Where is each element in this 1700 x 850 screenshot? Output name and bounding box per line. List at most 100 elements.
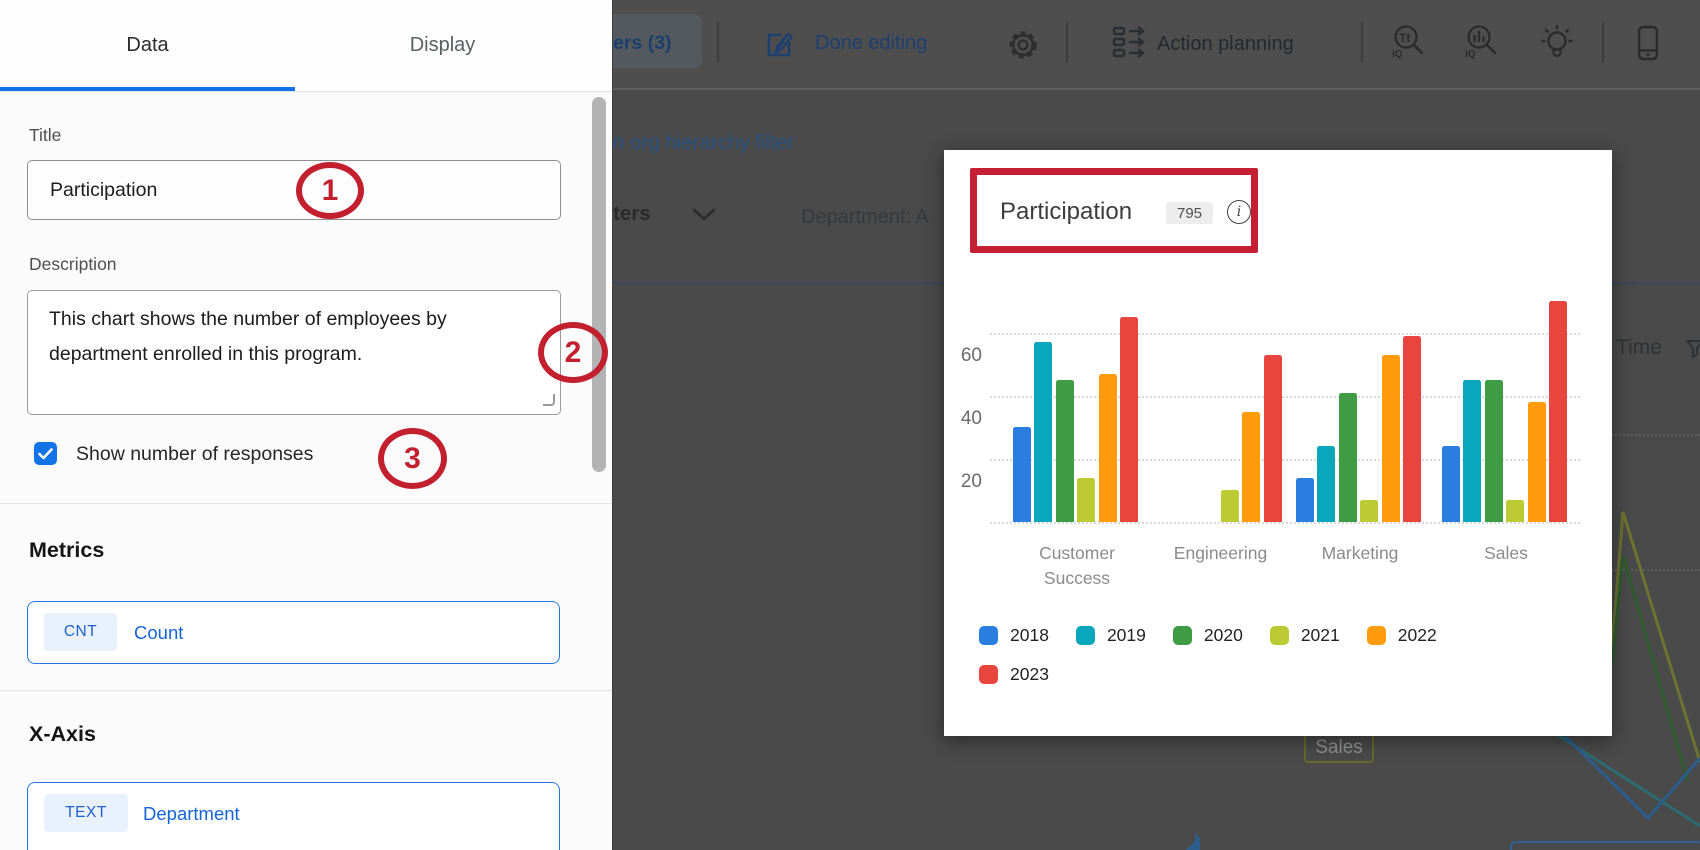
legend-item-2018[interactable]: 2018 (979, 624, 1049, 646)
svg-text:Tt: Tt (1399, 31, 1410, 45)
info-icon[interactable]: i (1227, 200, 1251, 224)
text-iq-icon[interactable]: Tt iQ (1391, 24, 1427, 62)
metric-name: Count (134, 621, 184, 643)
dimmed-widget-fragment (1510, 841, 1700, 850)
bar-2023-engineering[interactable] (1263, 354, 1282, 522)
bar-2018-customer-success[interactable] (1012, 427, 1031, 522)
svg-text:iQ: iQ (1392, 49, 1403, 60)
tab-data[interactable]: Data (126, 34, 169, 56)
x-axis-label-customer-success: Customer Success (1039, 543, 1115, 588)
y-axis-label-20: 20 (960, 470, 982, 492)
bar-2021-marketing[interactable] (1360, 499, 1379, 522)
dimmed-gridline (1612, 434, 1700, 436)
dimmed-sales-series-tag: Sales (1304, 732, 1374, 763)
bar-2023-customer-success[interactable] (1120, 316, 1139, 522)
description-textarea[interactable]: This chart shows the number of employees… (27, 290, 561, 415)
legend-swatch-2023 (979, 664, 998, 684)
annotation-step-2: 2 (538, 322, 608, 383)
xaxis-type-badge: TEXT (44, 794, 128, 832)
bar-2019-marketing[interactable] (1317, 446, 1336, 522)
bar-2022-marketing[interactable] (1381, 354, 1400, 522)
y-gridline-0 (990, 522, 1580, 524)
time-filter-label: Time (1616, 336, 1662, 359)
bar-2023-sales[interactable] (1549, 301, 1568, 522)
show-responses-label: Show number of responses (76, 443, 314, 465)
section-divider (0, 690, 612, 691)
org-hierarchy-filter-link: n org hierarchy filter (613, 131, 795, 154)
textarea-resize-grip[interactable] (543, 394, 555, 406)
active-tab-underline (0, 87, 295, 91)
bar-2020-sales[interactable] (1484, 380, 1503, 522)
toolbar-separator (1361, 22, 1363, 62)
y-gridline-40 (990, 395, 1580, 398)
widget-edit-panel: Data Display Title Description This char… (0, 0, 613, 850)
bar-2020-marketing[interactable] (1338, 392, 1357, 522)
mobile-device-icon[interactable] (1637, 25, 1659, 61)
y-axis-label-60: 60 (960, 344, 982, 366)
bar-2021-sales[interactable] (1506, 499, 1525, 522)
x-axis-label-engineering: Engineering (1173, 543, 1268, 563)
settings-gear-icon[interactable] (1005, 28, 1041, 62)
done-editing-button[interactable]: Done editing (815, 32, 928, 54)
title-field-label: Title (29, 125, 62, 145)
filters-label: ters (613, 202, 651, 225)
metric-type-badge: CNT (44, 613, 117, 651)
bar-2022-customer-success[interactable] (1098, 373, 1117, 522)
legend-label-2023: 2023 (1010, 663, 1049, 684)
action-planning-label: Action planning (1157, 33, 1294, 55)
bar-2023-marketing[interactable] (1403, 335, 1422, 522)
department-filter-label: Department: A (801, 206, 929, 228)
action-planning-icon[interactable] (1112, 26, 1150, 59)
bar-2022-sales[interactable] (1527, 402, 1546, 522)
dimmed-gridline (1612, 569, 1700, 571)
bar-2018-sales[interactable] (1441, 446, 1460, 522)
legend-item-2021[interactable]: 2021 (1269, 624, 1340, 646)
chart-legend: 2018 2019 2020 2021 2022 2023 (979, 624, 1524, 685)
y-axis-label-40: 40 (960, 407, 982, 429)
legend-swatch-2021 (1269, 625, 1289, 645)
legend-swatch-2019 (1075, 625, 1095, 645)
metric-pill-count[interactable]: CNT Count (27, 601, 560, 664)
bar-2021-engineering[interactable] (1220, 490, 1239, 522)
description-field-label: Description (29, 254, 117, 274)
lightbulb-icon[interactable] (1538, 22, 1576, 64)
legend-item-2023[interactable]: 2023 (979, 663, 1049, 685)
title-input[interactable] (27, 160, 561, 220)
response-count-badge: 795 (1166, 202, 1213, 224)
xaxis-heading: X-Axis (29, 722, 96, 746)
legend-swatch-2018 (979, 625, 998, 645)
legend-label-2018: 2018 (1010, 624, 1049, 645)
xaxis-field-name: Department (143, 802, 240, 824)
bar-2019-customer-success[interactable] (1034, 342, 1053, 522)
edit-pencil-icon[interactable] (765, 26, 795, 60)
toolbar-separator (1066, 22, 1068, 62)
annotation-highlight-rect (970, 168, 1258, 253)
bar-2020-customer-success[interactable] (1055, 380, 1074, 522)
bar-2021-customer-success[interactable] (1077, 477, 1096, 522)
legend-label-2022: 2022 (1397, 624, 1437, 645)
panel-scrollbar-thumb[interactable] (592, 97, 606, 472)
chart-title: Participation (1000, 198, 1133, 225)
tab-display[interactable]: Display (409, 34, 476, 56)
svg-text:iQ: iQ (1465, 49, 1476, 60)
legend-label-2021: 2021 (1300, 624, 1340, 645)
toolbar-separator (717, 22, 719, 62)
x-axis-label-marketing: Marketing (1321, 543, 1399, 563)
legend-item-2019[interactable]: 2019 (1075, 624, 1146, 646)
x-axis-label-sales: Sales (1484, 543, 1528, 563)
bar-2022-engineering[interactable] (1242, 411, 1261, 522)
legend-swatch-2022 (1366, 625, 1386, 645)
show-responses-checkbox[interactable] (34, 442, 57, 465)
bar-2019-sales[interactable] (1463, 380, 1482, 522)
xaxis-pill-department[interactable]: TEXT Department (27, 782, 560, 850)
panel-tab-bar: Data Display (0, 0, 612, 92)
legend-item-2022[interactable]: 2022 (1366, 624, 1437, 646)
legend-item-2020[interactable]: 2020 (1172, 624, 1243, 646)
bar-2018-marketing[interactable] (1295, 477, 1314, 522)
legend-swatch-2020 (1172, 625, 1192, 645)
toolbar-separator (1602, 22, 1604, 62)
section-divider (0, 503, 612, 504)
annotation-step-1: 1 (296, 162, 364, 219)
stats-iq-icon[interactable]: iQ (1464, 24, 1500, 62)
